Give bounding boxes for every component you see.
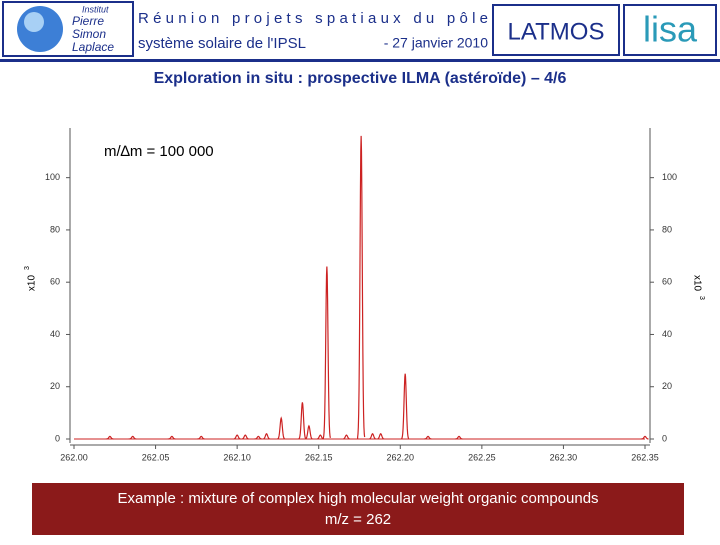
x-tick-label: 262.00 <box>60 452 88 462</box>
lisa-logo: lisa <box>643 9 698 50</box>
y-tick-label: 0 <box>55 433 60 443</box>
peak <box>254 435 262 440</box>
slide-title: Exploration in situ : prospective ILMA (… <box>154 70 567 87</box>
latmos-logo: LATMOS <box>508 18 605 45</box>
y2-label: x10 3 <box>691 275 705 300</box>
ipsl-text: Laplace <box>72 40 114 54</box>
y-label-text: x10 <box>27 275 38 292</box>
y2-label-exponent: 3 <box>698 296 705 300</box>
header-title: système solaire de l'IPSL <box>138 35 306 52</box>
peak <box>105 435 114 440</box>
y2-tick-label: 40 <box>662 329 672 339</box>
y2-tick-label: 0 <box>662 433 667 443</box>
x-tick-label: 262.10 <box>223 452 251 462</box>
ipsl-text: Institut <box>82 4 109 14</box>
x-tick-label: 262.35 <box>631 452 659 462</box>
x-tick-label: 262.25 <box>468 452 496 462</box>
ipsl-text: Pierre <box>72 14 104 28</box>
x-tick-label: 262.20 <box>387 452 415 462</box>
x-tick-label: 262.05 <box>142 452 170 462</box>
y2-label-text: x10 <box>691 275 702 292</box>
peak <box>454 435 463 440</box>
y-label: x10 3 <box>24 266 38 291</box>
peak <box>316 434 324 440</box>
ipsl-text: Simon <box>72 27 106 41</box>
y-tick-label: 100 <box>45 172 60 182</box>
y2-tick-label: 20 <box>662 381 672 391</box>
peak <box>368 433 377 440</box>
peak <box>277 416 286 440</box>
peak <box>262 433 271 440</box>
peak <box>423 435 432 440</box>
y2-tick-label: 100 <box>662 172 677 182</box>
y2-tick-label: 80 <box>662 224 672 234</box>
peak <box>167 435 176 440</box>
peak <box>357 135 366 439</box>
y2-tick-label: 60 <box>662 277 672 287</box>
caption: Example : mixture of complex high molecu… <box>117 490 598 507</box>
peak <box>233 434 241 440</box>
lisa-frame <box>623 4 717 56</box>
peak <box>342 434 351 440</box>
y-label-exponent: 3 <box>24 266 31 270</box>
annotation: m/∆m = 100 000 <box>104 143 214 160</box>
header-date: - 27 janvier 2010 <box>384 35 489 51</box>
y-tick-label: 80 <box>50 224 60 234</box>
y-tick-label: 20 <box>50 381 60 391</box>
x-tick-label: 262.15 <box>305 452 333 462</box>
peak <box>376 433 385 440</box>
peak <box>298 402 307 440</box>
peak <box>401 373 410 439</box>
ipsl-globe-highlight <box>24 12 44 32</box>
x-tick-label: 262.30 <box>550 452 578 462</box>
peak <box>640 435 649 440</box>
caption-box <box>32 483 684 535</box>
peak <box>241 434 249 440</box>
header-rule <box>0 59 720 62</box>
caption: m/z = 262 <box>325 511 391 528</box>
peak <box>197 435 205 440</box>
peak <box>304 424 313 440</box>
peak <box>128 435 137 440</box>
y-tick-label: 60 <box>50 277 60 287</box>
peak <box>322 266 331 439</box>
y-tick-label: 40 <box>50 329 60 339</box>
latmos-frame <box>492 4 620 56</box>
